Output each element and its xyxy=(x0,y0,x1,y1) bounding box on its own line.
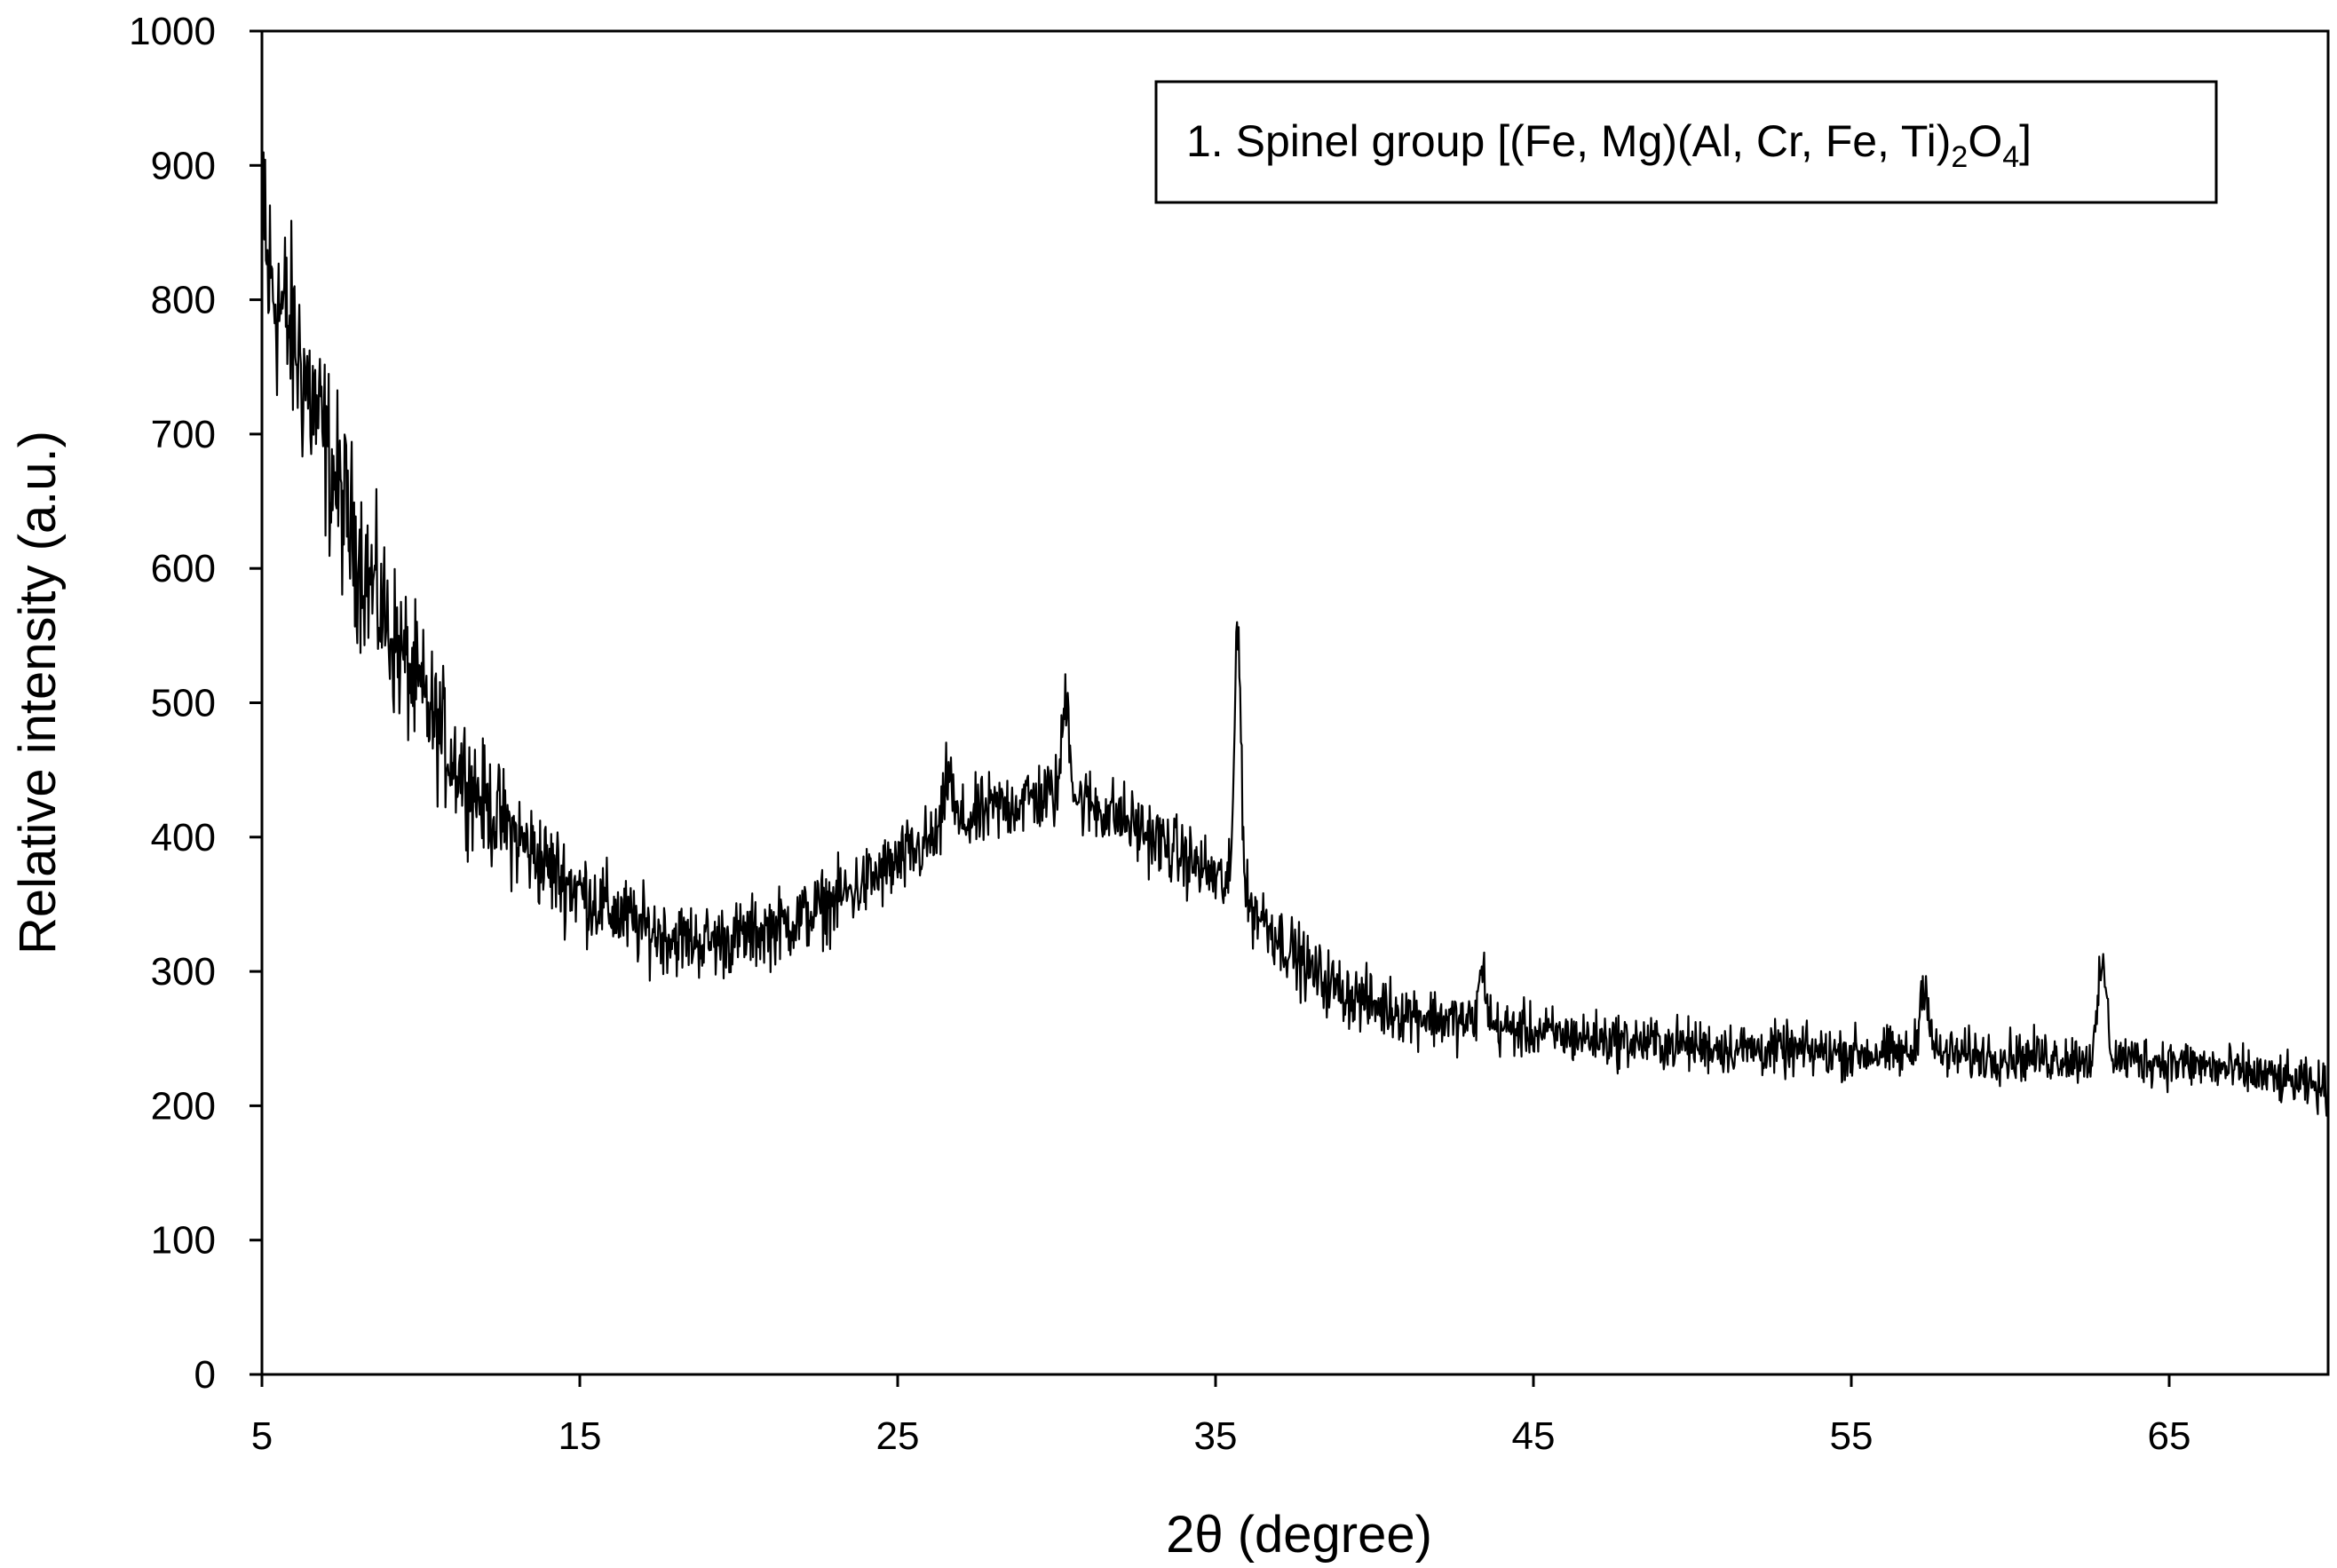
y-tick-label-700: 700 xyxy=(151,413,216,456)
x-tick-label-45: 45 xyxy=(1512,1414,1556,1458)
y-tick-label-500: 500 xyxy=(151,682,216,725)
y-tick-label-300: 300 xyxy=(151,950,216,994)
legend-box xyxy=(1154,80,2218,204)
x-tick-label-25: 25 xyxy=(876,1414,920,1458)
y-tick-label-200: 200 xyxy=(151,1084,216,1128)
y-tick-label-900: 900 xyxy=(151,144,216,187)
x-tick-label-35: 35 xyxy=(1194,1414,1238,1458)
legend-subscript-2: 2 xyxy=(1951,140,1968,174)
series-line-xrd-pattern xyxy=(260,151,2330,1117)
x-tick-label-55: 55 xyxy=(1830,1414,1874,1458)
y-tick-label-600: 600 xyxy=(151,547,216,590)
plot-area-frame xyxy=(260,29,2330,1376)
y-tick-label-1000: 1000 xyxy=(129,10,216,53)
legend-subscript-4: 4 xyxy=(2002,140,2019,174)
y-axis-ticks: 0 100 200 300 400 500 600 700 800 900 1000 xyxy=(129,10,262,1397)
legend: 1. Spinel group [(Fe, Mg)(Al, Cr, Fe, Ti… xyxy=(1154,80,2218,204)
y-axis-title: Relative intensity (a.u.) xyxy=(9,431,67,954)
legend-text-suffix: ] xyxy=(2019,116,2032,166)
y-tick-label-100: 100 xyxy=(151,1219,216,1263)
x-axis-ticks: 5 15 25 35 45 55 65 xyxy=(251,1374,2191,1458)
y-tick-label-0: 0 xyxy=(194,1353,216,1397)
legend-entry-spinel-group: 1. Spinel group [(Fe, Mg)(Al, Cr, Fe, Ti… xyxy=(1186,116,2032,174)
legend-text-prefix: 1. Spinel group [(Fe, Mg)(Al, Cr, Fe, Ti… xyxy=(1186,116,1951,166)
x-axis-title: 2θ (degree) xyxy=(1166,1506,1432,1564)
legend-text-oxygen: O xyxy=(1968,116,2002,166)
x-tick-label-15: 15 xyxy=(559,1414,602,1458)
y-tick-label-800: 800 xyxy=(151,279,216,322)
y-tick-label-400: 400 xyxy=(151,816,216,859)
x-tick-label-5: 5 xyxy=(251,1414,273,1458)
x-tick-label-65: 65 xyxy=(2148,1414,2191,1458)
